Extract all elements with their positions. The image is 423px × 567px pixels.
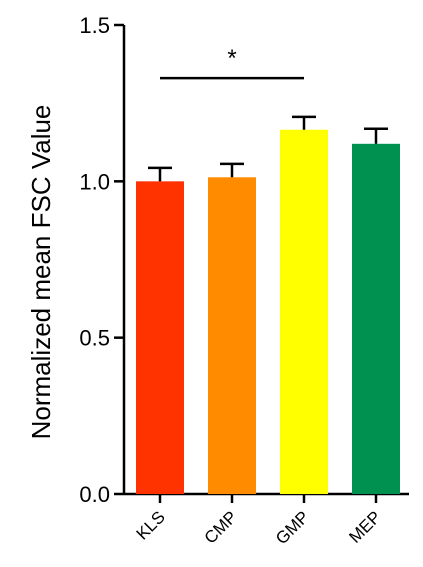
bar-mep xyxy=(352,143,400,494)
x-tick-label: CMP xyxy=(201,507,241,547)
x-tick-label: KLS xyxy=(133,507,169,543)
significance-annotation: * xyxy=(160,45,304,80)
y-axis-title: Normalized mean FSC Value xyxy=(26,105,56,440)
y-ticks: 0.0 0.5 1.0 1.5 xyxy=(79,13,124,507)
x-tick-labels: KLS CMP GMP MEP xyxy=(133,494,385,548)
bars xyxy=(136,115,400,495)
y-tick-label: 1.0 xyxy=(79,169,110,194)
y-tick-label: 0.0 xyxy=(79,482,110,507)
bar-kls xyxy=(136,181,184,495)
x-tick-label: GMP xyxy=(272,507,313,548)
y-tick-label: 0.5 xyxy=(79,326,110,351)
y-tick-label: 1.5 xyxy=(79,13,110,38)
bar-cmp xyxy=(208,177,256,494)
significance-star: * xyxy=(227,45,236,72)
x-tick-label: MEP xyxy=(345,507,384,546)
bar-gmp xyxy=(280,129,328,494)
